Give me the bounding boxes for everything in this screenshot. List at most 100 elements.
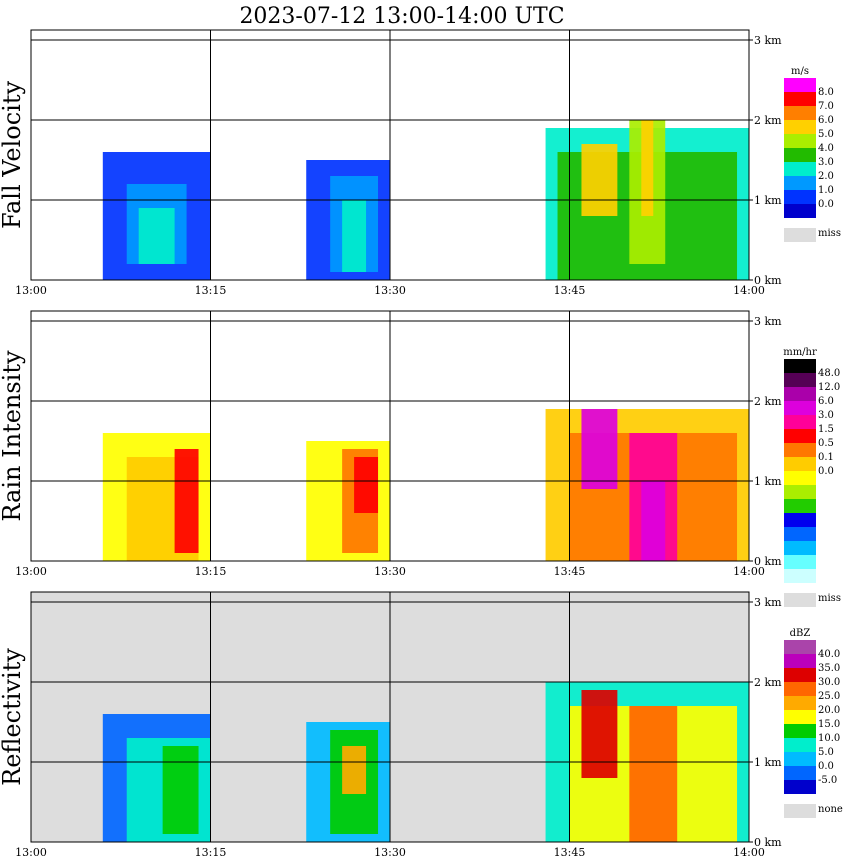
colorbar-label: 10.0	[818, 733, 840, 744]
y-axis-label: Rain Intensity	[0, 350, 26, 522]
x-tick-label: 13:00	[15, 846, 47, 859]
colorbar-missing-label: none	[818, 804, 843, 815]
colorbar-swatch	[784, 780, 816, 794]
colorbar-missing-swatch	[784, 228, 816, 242]
panel-rain-intensity: 13:00 13:15 13:30 13:45 14:000 km 1 km 2 km 3 k…	[0, 310, 841, 607]
colorbar-swatch	[784, 176, 816, 190]
colorbar-label: 20.0	[818, 705, 840, 716]
y-tick-label: 2 km	[754, 676, 782, 689]
colorbar-swatch	[784, 752, 816, 766]
colorbar-swatch	[784, 387, 816, 401]
data-cell	[641, 481, 666, 561]
colorbar-label: 2.0	[818, 171, 834, 182]
colorbar-label: 1.5	[818, 424, 834, 435]
x-tick-label: 13:15	[195, 565, 227, 578]
plot-frame	[30, 310, 750, 562]
data-cell	[581, 409, 618, 489]
colorbar-label: 8.0	[818, 87, 834, 98]
colorbar-label: 40.0	[818, 649, 840, 660]
colorbar-swatch	[784, 555, 816, 569]
colorbar-label: 30.0	[818, 677, 840, 688]
colorbar-swatch	[784, 668, 816, 682]
y-tick-label: 2 km	[754, 395, 782, 408]
colorbar-swatch	[784, 738, 816, 752]
x-tick-label: 13:45	[554, 565, 586, 578]
colorbar-label: 0.5	[818, 438, 834, 449]
colorbar-label: 4.0	[818, 143, 834, 154]
colorbar-label: 6.0	[818, 115, 834, 126]
colorbar-swatch	[784, 120, 816, 134]
colorbar-swatch	[784, 541, 816, 555]
colorbar-swatch	[784, 766, 816, 780]
colorbar-swatch	[784, 373, 816, 387]
colorbar-swatch	[784, 92, 816, 106]
data-cell	[354, 457, 379, 513]
colorbar-label: 5.0	[818, 129, 834, 140]
colorbar-swatch	[784, 359, 816, 373]
data-cell	[342, 746, 367, 794]
colorbar-swatch	[784, 148, 816, 162]
data-cell	[629, 706, 678, 842]
colorbar-label: 1.0	[818, 185, 834, 196]
y-tick-label: 1 km	[754, 756, 782, 769]
colorbar-missing-label: miss	[818, 228, 841, 239]
colorbar-swatch	[784, 471, 816, 485]
x-tick-label: 13:30	[374, 284, 406, 297]
colorbar-label: -5.0	[818, 775, 837, 786]
x-tick-label: 14:00	[733, 846, 765, 859]
data-cell	[174, 449, 199, 553]
colorbar-swatch	[784, 640, 816, 654]
colorbar-label: 48.0	[818, 368, 840, 379]
colorbar-swatch	[784, 485, 816, 499]
y-tick-label: 0 km	[754, 836, 782, 849]
colorbar-swatch	[784, 724, 816, 738]
colorbar-label: 25.0	[818, 691, 840, 702]
colorbar-swatch	[784, 106, 816, 120]
plot-frame	[30, 591, 750, 843]
data-cell	[641, 120, 654, 216]
colorbar-swatch	[784, 204, 816, 218]
x-tick-label: 13:00	[15, 565, 47, 578]
colorbar-swatch	[784, 710, 816, 724]
colorbar-swatch	[784, 569, 816, 583]
colorbar-swatch	[784, 134, 816, 148]
colorbar-label: 7.0	[818, 101, 834, 112]
x-tick-label: 14:00	[733, 565, 765, 578]
x-tick-label: 13:30	[374, 846, 406, 859]
data-cell	[581, 144, 618, 216]
colorbar-swatch	[784, 415, 816, 429]
colorbar-swatch	[784, 499, 816, 513]
colorbar-label: 15.0	[818, 719, 840, 730]
data-cell	[342, 200, 367, 272]
colorbar-swatch	[784, 401, 816, 415]
data-cell	[162, 746, 199, 834]
colorbar-label: 0.0	[818, 761, 834, 772]
y-tick-label: 2 km	[754, 114, 782, 127]
colorbar-unit: dBZ	[790, 628, 811, 639]
x-tick-label: 13:15	[195, 846, 227, 859]
panel-reflectivity: 13:00 13:15 13:30 13:45 14:000 km 1 km 2 km 3 k…	[0, 591, 843, 859]
y-tick-label: 1 km	[754, 475, 782, 488]
colorbar-label: 0.0	[818, 199, 834, 210]
data-cell	[581, 690, 618, 778]
colorbar-label: 12.0	[818, 382, 840, 393]
colorbar-unit: m/s	[791, 66, 809, 77]
y-tick-label: 3 km	[754, 315, 782, 328]
y-tick-label: 1 km	[754, 194, 782, 207]
colorbar-swatch	[784, 78, 816, 92]
x-tick-label: 13:15	[195, 284, 227, 297]
colorbar-label: 5.0	[818, 747, 834, 758]
colorbar-missing-swatch	[784, 804, 816, 818]
x-tick-label: 13:30	[374, 565, 406, 578]
y-tick-label: 0 km	[754, 274, 782, 287]
colorbar-swatch	[784, 429, 816, 443]
colorbar-label: 0.1	[818, 452, 834, 463]
colorbar-swatch	[784, 513, 816, 527]
colorbar-swatch	[784, 696, 816, 710]
y-tick-label: 0 km	[754, 555, 782, 568]
x-tick-label: 13:00	[15, 284, 47, 297]
colorbar-missing-label: miss	[818, 593, 841, 604]
colorbar-swatch	[784, 527, 816, 541]
colorbar-swatch	[784, 190, 816, 204]
